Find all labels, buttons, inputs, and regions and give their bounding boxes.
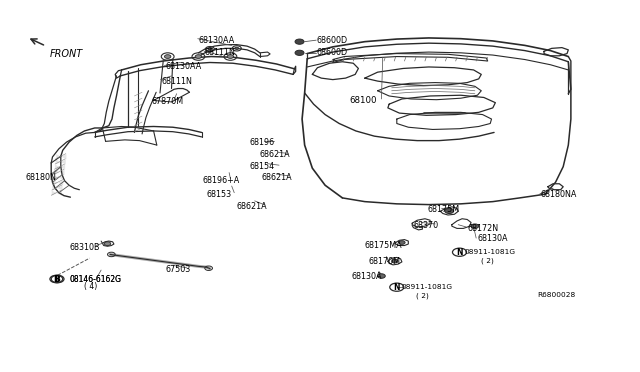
Circle shape — [378, 274, 385, 278]
Text: N: N — [456, 248, 463, 257]
Circle shape — [164, 55, 171, 58]
Circle shape — [399, 241, 405, 244]
Text: 68600D: 68600D — [317, 48, 348, 57]
Text: B: B — [55, 275, 60, 283]
Text: 68153: 68153 — [206, 190, 231, 199]
Text: 68370: 68370 — [413, 221, 438, 230]
Text: 68621A: 68621A — [237, 202, 268, 211]
Circle shape — [445, 208, 454, 214]
Text: 68130A: 68130A — [477, 234, 508, 243]
Circle shape — [235, 47, 239, 49]
Text: 68621A: 68621A — [259, 150, 290, 159]
Circle shape — [195, 55, 202, 58]
Text: 68196: 68196 — [250, 138, 275, 147]
Text: 68621A: 68621A — [261, 173, 292, 182]
Text: B: B — [54, 275, 59, 283]
Text: FRONT: FRONT — [50, 49, 83, 58]
Text: 68196+A: 68196+A — [202, 176, 239, 185]
Text: 68100: 68100 — [349, 96, 377, 105]
Text: 08911-1081G: 08911-1081G — [465, 249, 516, 255]
Text: 67870M: 67870M — [151, 97, 183, 106]
Text: 68175M: 68175M — [428, 205, 460, 214]
Text: ( 2): ( 2) — [416, 292, 429, 299]
Text: R6800028: R6800028 — [538, 292, 576, 298]
Text: 67503: 67503 — [165, 265, 190, 274]
Text: 68180N: 68180N — [26, 173, 56, 182]
Text: 68175MA: 68175MA — [365, 241, 403, 250]
Text: 68600D: 68600D — [317, 36, 348, 45]
Text: 68130A: 68130A — [352, 272, 383, 281]
Text: ( 2): ( 2) — [481, 257, 494, 264]
Text: 68172N: 68172N — [467, 224, 499, 233]
Text: 68130AA: 68130AA — [198, 36, 235, 45]
Circle shape — [471, 224, 479, 228]
Circle shape — [104, 242, 111, 246]
Text: 08911-1081G: 08911-1081G — [402, 284, 453, 290]
Circle shape — [392, 259, 398, 263]
Text: 08146-6162G: 08146-6162G — [70, 275, 122, 283]
Text: 68170M: 68170M — [369, 257, 401, 266]
Text: N: N — [394, 283, 400, 292]
Text: 68130AA: 68130AA — [165, 62, 202, 71]
Text: 68154: 68154 — [250, 162, 275, 171]
Circle shape — [295, 50, 304, 55]
Text: 68111N: 68111N — [161, 77, 192, 86]
Circle shape — [295, 39, 304, 44]
Circle shape — [227, 55, 234, 58]
Text: 08146-6162G: 08146-6162G — [70, 275, 122, 283]
Text: ( 4): ( 4) — [84, 282, 98, 291]
Text: 68111N: 68111N — [205, 48, 236, 57]
Circle shape — [208, 48, 212, 50]
Text: 68180NA: 68180NA — [540, 190, 577, 199]
Text: 68310B: 68310B — [69, 243, 100, 251]
